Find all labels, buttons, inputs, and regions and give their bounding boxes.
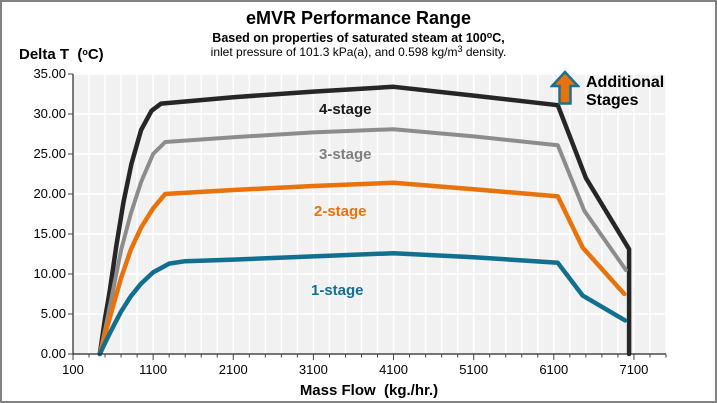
- series-label-3-stage: 3-stage: [319, 146, 372, 163]
- series-label-2-stage: 2-stage: [314, 203, 367, 220]
- subtitle2-prefix: inlet pressure of 101.3 kPa(a), and 0.59…: [210, 45, 458, 59]
- series-line-4-stage: [97, 84, 632, 357]
- series-line-2-stage: [97, 180, 627, 357]
- subtitle1-prefix: Based on properties of saturated steam a…: [212, 31, 487, 45]
- series-label-4-stage: 4-stage: [319, 101, 372, 118]
- y-axis-title-superscript: o: [82, 47, 88, 57]
- y-tick-label: 20.00: [33, 186, 66, 201]
- subtitle1-suffix: C,: [492, 31, 505, 45]
- x-axis-title: Mass Flow (kg./hr.): [299, 382, 439, 399]
- y-tick-label: 25.00: [33, 146, 66, 161]
- chart-subtitle-line2: inlet pressure of 101.3 kPa(a), and 0.59…: [2, 44, 715, 59]
- subtitle2-superscript: 3: [457, 44, 463, 54]
- x-tick-label: 3100: [298, 362, 328, 377]
- chart-title: eMVR Performance Range: [2, 8, 715, 29]
- subtitle1-superscript: o: [486, 30, 493, 40]
- series-label-1-stage: 1-stage: [311, 282, 364, 299]
- y-tick-label: 0.00: [40, 346, 66, 361]
- additional-stages-arrow-icon: [550, 70, 580, 105]
- x-tick-label: 5100: [459, 362, 489, 377]
- x-tick-label: 1100: [139, 362, 168, 377]
- y-tick-label: 30.00: [33, 106, 66, 121]
- annotation-line1: Additional: [586, 74, 665, 91]
- annotation-line2: Stages: [586, 92, 639, 109]
- x-tick-label: 4100: [379, 362, 408, 377]
- chart-title-text: eMVR Performance Range: [245, 8, 472, 28]
- subtitle2-suffix: density.: [462, 45, 507, 59]
- chart-subtitle-line1: Based on properties of saturated steam a…: [2, 30, 715, 45]
- y-tick-label: 10.00: [33, 266, 66, 281]
- y-axis-title-prefix: Delta T (: [19, 46, 83, 63]
- y-axis-title-suffix: C): [87, 46, 104, 63]
- y-axis-title: Delta T (oC): [19, 46, 104, 63]
- y-tick-label: 15.00: [33, 226, 66, 241]
- series-line-3-stage: [97, 127, 628, 356]
- y-tick-label: 5.00: [40, 306, 66, 321]
- series-line-1-stage: [97, 250, 628, 357]
- x-tick-label: 7100: [619, 362, 649, 377]
- x-tick-label: 100: [62, 362, 84, 377]
- y-tick-label: 35.00: [33, 66, 66, 81]
- x-tick-label: 2100: [218, 362, 248, 377]
- x-tick-label: 6100: [539, 362, 569, 377]
- additional-stages-annotation: Additional Stages: [586, 74, 664, 110]
